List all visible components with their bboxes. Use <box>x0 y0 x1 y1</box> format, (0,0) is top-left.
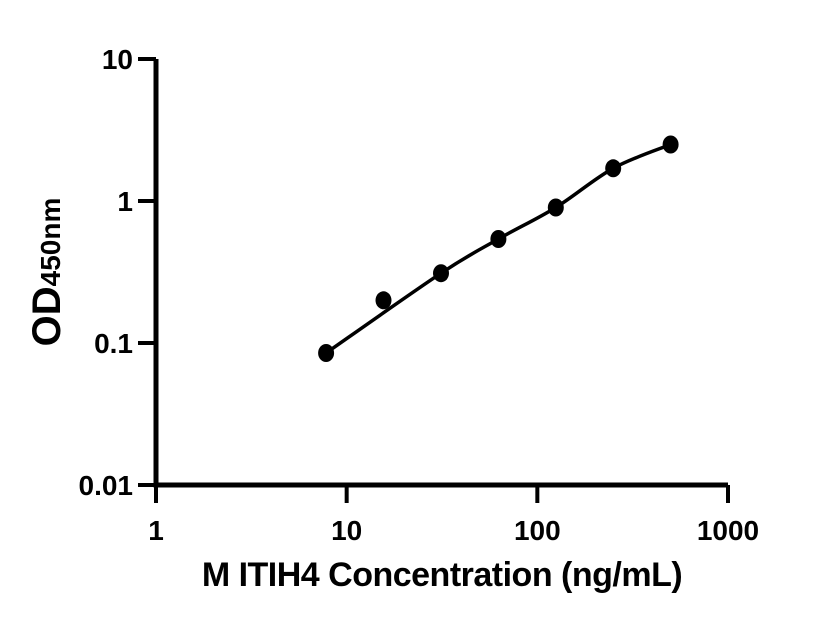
x-axis-tick-label: 1000 <box>697 515 759 546</box>
data-point-marker <box>605 159 622 178</box>
x-axis-tick-label: 10 <box>331 515 362 546</box>
data-point-marker <box>547 198 564 217</box>
data-point-marker <box>662 135 679 154</box>
y-axis-title-main: OD <box>25 286 69 347</box>
y-axis-tick-label: 10 <box>102 44 133 75</box>
y-axis-tick-label: 0.01 <box>79 470 134 501</box>
data-point-marker <box>490 230 507 248</box>
x-axis-tick-label: 1 <box>148 515 164 546</box>
data-point-marker <box>375 291 392 310</box>
y-axis-title-subscript: 450nm <box>35 197 66 287</box>
data-point-marker <box>318 344 335 362</box>
x-axis-title: M ITIH4 Concentration (ng/mL) <box>201 556 683 594</box>
y-axis-title: OD450nm <box>25 197 69 347</box>
y-axis-tick-label: 0.1 <box>94 328 133 359</box>
x-axis-tick-label: 100 <box>514 515 561 546</box>
data-point-marker <box>433 264 449 283</box>
fit-curve-line <box>324 142 673 355</box>
y-axis-tick-label: 1 <box>117 186 133 217</box>
